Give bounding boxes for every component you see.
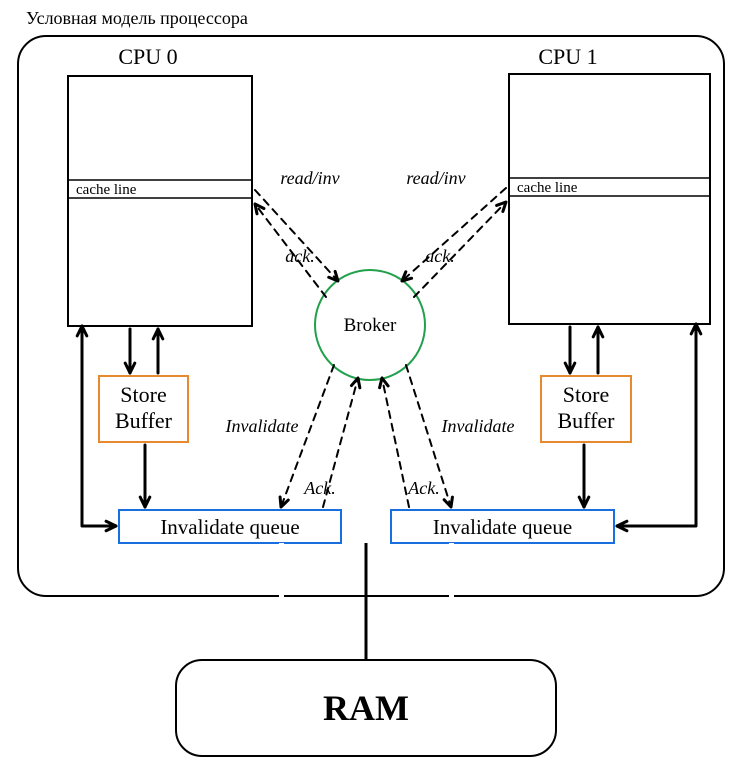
svg-text:CPU 0: CPU 0: [118, 44, 177, 69]
svg-text:RAM: RAM: [323, 688, 409, 728]
svg-text:Buffer: Buffer: [557, 408, 615, 433]
svg-text:Invalidate queue: Invalidate queue: [160, 515, 299, 539]
svg-text:cache line: cache line: [76, 182, 137, 198]
svg-text:Invalidate: Invalidate: [441, 416, 515, 436]
svg-text:cache line: cache line: [517, 180, 578, 196]
svg-text:Broker: Broker: [344, 315, 397, 336]
svg-text:Store: Store: [563, 382, 609, 407]
svg-text:Store: Store: [120, 382, 166, 407]
svg-text:ack.: ack.: [425, 246, 454, 266]
svg-text:Ack.: Ack.: [407, 478, 439, 498]
svg-text:ack.: ack.: [285, 246, 314, 266]
svg-text:Условная модель процессора: Условная модель процессора: [26, 8, 248, 28]
svg-text:Invalidate queue: Invalidate queue: [433, 515, 572, 539]
svg-text:read/inv: read/inv: [406, 168, 465, 188]
svg-text:Invalidate: Invalidate: [225, 416, 299, 436]
svg-text:Ack.: Ack.: [303, 478, 335, 498]
svg-text:read/inv: read/inv: [280, 168, 339, 188]
svg-text:CPU 1: CPU 1: [538, 44, 597, 69]
svg-text:Buffer: Buffer: [115, 408, 173, 433]
